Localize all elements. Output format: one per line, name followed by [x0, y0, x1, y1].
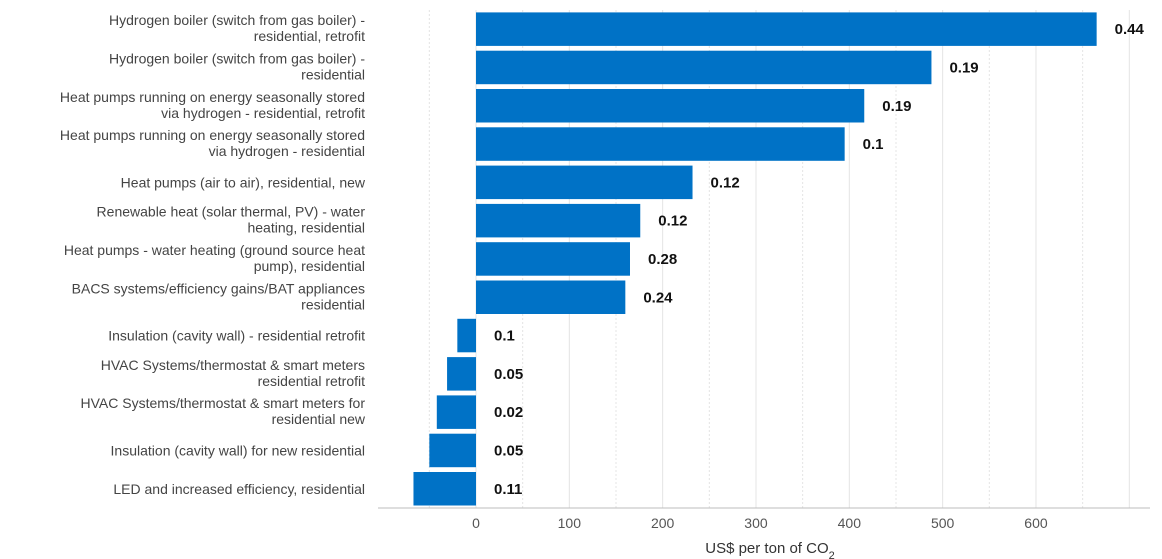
- bar: [436, 395, 476, 429]
- category-label: Hydrogen boiler (switch from gas boiler)…: [109, 50, 365, 82]
- data-label: 0.28: [648, 251, 677, 268]
- category-label: Insulation (cavity wall) - residential r…: [108, 328, 365, 344]
- value-labels: 0.44 0.19 0.19 0.1 0.12 0.12 0.28 0.24 0.1 0.05 0.…: [494, 21, 1144, 498]
- bar: [476, 203, 641, 238]
- category-label: Renewable heat (solar thermal, PV) - wat…: [97, 204, 366, 236]
- x-tick-label: 0: [472, 515, 480, 531]
- bar: [476, 50, 932, 85]
- data-label: 0.12: [711, 174, 740, 191]
- x-tick-label: 400: [838, 515, 862, 531]
- data-label: 0.1: [863, 136, 884, 153]
- category-label: Hydrogen boiler (switch from gas boiler)…: [109, 12, 365, 44]
- bar: [447, 357, 476, 391]
- x-tick-label: 100: [558, 515, 582, 531]
- bar: [476, 165, 693, 200]
- x-axis-title: US$ per ton of CO2: [705, 540, 835, 559]
- x-tick-label: 300: [744, 515, 768, 531]
- data-label: 0.44: [1115, 21, 1145, 38]
- bar: [413, 472, 476, 506]
- data-label: 0.02: [494, 404, 523, 421]
- data-label: 0.19: [882, 98, 911, 115]
- data-label: 0.19: [949, 59, 978, 76]
- x-tick-label: 600: [1024, 515, 1048, 531]
- category-label: BACS systems/efficiency gains/BAT applia…: [72, 280, 365, 312]
- data-label: 0.05: [494, 442, 523, 459]
- bar: [476, 280, 626, 314]
- x-tick-label: 500: [931, 515, 955, 531]
- bar: [476, 242, 630, 276]
- category-label: HVAC Systems/thermostat & smart meters re…: [101, 357, 365, 389]
- category-label: HVAC Systems/thermostat & smart meters f…: [81, 395, 366, 427]
- data-label: 0.05: [494, 366, 523, 383]
- category-label: Heat pumps running on energy seasonally …: [60, 89, 365, 121]
- bar: [457, 318, 476, 353]
- bar: [476, 12, 1097, 46]
- data-label: 0.11: [494, 481, 522, 498]
- category-label: Heat pumps running on energy seasonally …: [60, 127, 365, 159]
- category-label: LED and increased efficiency, residentia…: [113, 481, 365, 497]
- category-label: Heat pumps (air to air), residential, ne…: [121, 174, 366, 190]
- data-label: 0.24: [643, 289, 673, 306]
- data-label: 0.1: [494, 328, 515, 345]
- category-labels: Hydrogen boiler (switch from gas boiler)…: [60, 12, 366, 497]
- data-label: 0.12: [658, 213, 687, 230]
- bar: [429, 433, 476, 468]
- bar: [476, 89, 865, 123]
- category-label: Heat pumps - water heating (ground sourc…: [64, 242, 365, 274]
- category-label: Insulation (cavity wall) for new residen…: [111, 442, 365, 458]
- x-tick-labels: 0 100 200 300 400 500 600: [472, 515, 1048, 531]
- x-tick-label: 200: [651, 515, 675, 531]
- bar: [476, 127, 845, 161]
- bars: [413, 12, 1097, 506]
